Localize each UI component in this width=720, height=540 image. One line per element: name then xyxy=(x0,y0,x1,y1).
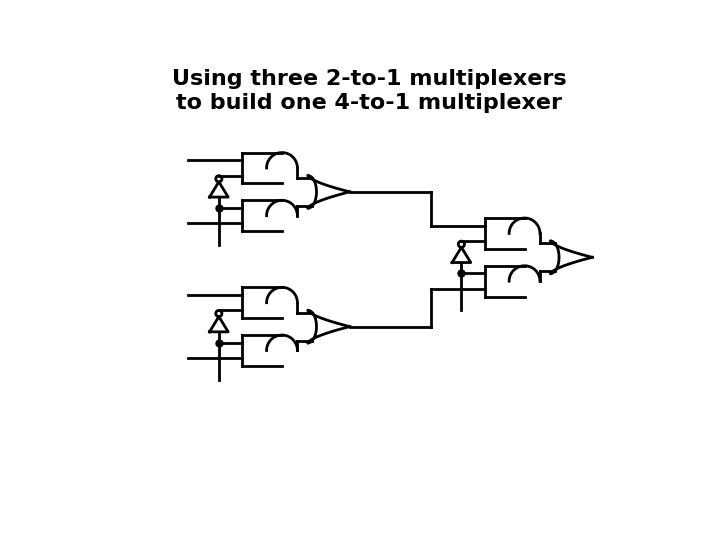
Text: Using three 2-to-1 multiplexers
to build one 4-to-1 multiplexer: Using three 2-to-1 multiplexers to build… xyxy=(171,69,567,113)
